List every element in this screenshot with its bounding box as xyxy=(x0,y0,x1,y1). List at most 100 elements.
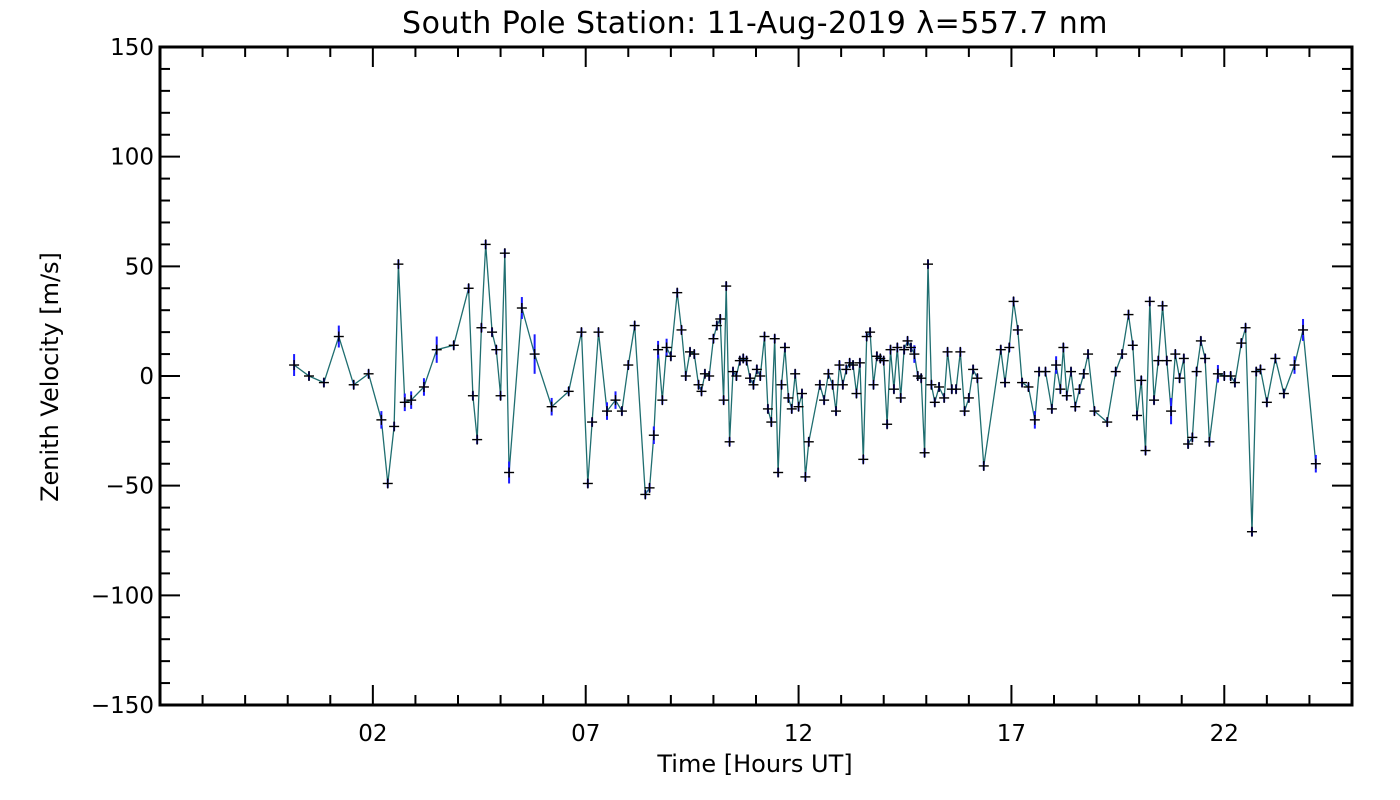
data-point-marker xyxy=(1046,403,1057,414)
data-point-marker xyxy=(1270,353,1281,364)
data-point-marker xyxy=(587,417,598,428)
data-point-marker xyxy=(793,401,804,412)
data-point-marker xyxy=(968,364,979,375)
data-point-marker xyxy=(1157,300,1168,311)
data-point-marker xyxy=(841,364,852,375)
data-point-marker xyxy=(959,406,970,417)
data-point-marker xyxy=(837,379,848,390)
data-point-marker xyxy=(995,344,1006,355)
y-tick-label: 150 xyxy=(110,35,154,61)
data-point-marker xyxy=(487,327,498,338)
data-point-marker xyxy=(800,471,811,482)
data-point-marker xyxy=(865,327,876,338)
data-point-marker xyxy=(803,436,814,447)
data-point-marker xyxy=(1083,349,1094,360)
data-point-marker xyxy=(776,379,787,390)
chart-title: South Pole Station: 11-Aug-2019 λ=557.7 … xyxy=(402,6,1108,41)
data-point-marker xyxy=(382,478,393,489)
data-point-marker xyxy=(516,303,527,314)
data-point-marker xyxy=(704,371,715,381)
data-point-marker xyxy=(1110,366,1121,377)
data-point-marker xyxy=(1149,395,1160,406)
data-point-marker xyxy=(819,395,830,406)
data-point-marker xyxy=(827,379,838,390)
y-tick-labels: −150 −100 −50 0 50 100 150 xyxy=(91,35,154,719)
x-tick-label: 12 xyxy=(784,721,813,747)
data-point-marker xyxy=(868,379,879,390)
data-point-marker xyxy=(1000,377,1011,388)
data-point-marker xyxy=(1240,322,1251,333)
data-point-marker xyxy=(657,395,668,406)
data-point-marker xyxy=(895,392,906,403)
data-point-marker xyxy=(902,335,913,346)
data-point-marker xyxy=(333,331,344,342)
data-point-marker xyxy=(878,355,889,366)
data-point-marker xyxy=(448,340,459,351)
data-point-marker xyxy=(922,259,933,270)
data-point-marker xyxy=(1102,417,1113,428)
y-tick-label: 50 xyxy=(125,254,154,280)
data-point-marker xyxy=(467,390,478,401)
data-point-marker xyxy=(495,390,506,401)
data-point-marker xyxy=(1066,366,1077,377)
data-point-marker xyxy=(731,371,742,381)
data-point-marker xyxy=(854,357,865,368)
data-point-marker xyxy=(882,419,893,430)
data-point-marker xyxy=(1261,397,1272,408)
data-point-marker xyxy=(1212,368,1223,379)
data-point-marker xyxy=(406,395,417,406)
data-point-marker xyxy=(1070,401,1081,412)
data-point-marker xyxy=(1132,410,1143,421)
data-point-marker xyxy=(563,386,574,397)
data-point-marker xyxy=(1298,324,1309,335)
data-point-marker xyxy=(942,346,953,357)
series-layer xyxy=(289,239,1321,537)
x-axis-label: Time [Hours UT] xyxy=(656,750,852,778)
data-point-marker xyxy=(978,460,989,471)
data-point-marker xyxy=(745,373,756,384)
data-point-marker xyxy=(759,331,770,342)
data-point-marker xyxy=(399,397,410,408)
data-point-marker xyxy=(755,371,766,381)
x-tick-label: 17 xyxy=(997,721,1026,747)
data-point-marker xyxy=(1161,355,1172,366)
y-tick-label: −100 xyxy=(91,583,154,609)
data-point-marker xyxy=(766,417,777,428)
data-point-marker xyxy=(685,346,696,357)
data-point-marker xyxy=(289,360,300,371)
data-point-marker xyxy=(661,342,672,353)
data-point-marker xyxy=(476,322,487,333)
x-tick-label: 22 xyxy=(1210,721,1239,747)
data-point-marker xyxy=(773,467,784,478)
data-point-marker xyxy=(715,313,726,324)
data-point-marker xyxy=(1089,406,1100,417)
data-point-marker xyxy=(623,360,634,371)
data-point-marker xyxy=(640,489,651,500)
data-point-marker xyxy=(1200,353,1211,364)
data-point-marker xyxy=(1029,414,1040,425)
data-point-marker xyxy=(892,342,903,353)
data-point-marker xyxy=(1187,432,1198,443)
data-point-marker xyxy=(751,364,762,375)
plot-frame xyxy=(158,45,1354,707)
data-point-marker xyxy=(823,368,834,379)
data-point-marker xyxy=(718,395,729,406)
data-point-marker xyxy=(724,436,735,447)
y-axis-label: Zenith Velocity [m/s] xyxy=(36,252,64,502)
data-point-marker xyxy=(1051,360,1062,371)
data-point-marker xyxy=(783,392,794,403)
data-point-marker xyxy=(1183,438,1194,449)
data-point-marker xyxy=(1255,364,1266,375)
data-point-marker xyxy=(909,349,920,360)
data-point-marker xyxy=(699,368,710,379)
data-point-marker xyxy=(748,379,759,390)
data-point-marker xyxy=(463,283,474,294)
data-point-marker xyxy=(1246,526,1257,537)
data-point-marker xyxy=(602,406,612,417)
data-point-marker xyxy=(1166,406,1177,417)
data-point-marker xyxy=(676,324,687,335)
data-point-marker xyxy=(582,478,593,489)
data-point-marker xyxy=(491,344,502,355)
velocity-series-line xyxy=(293,244,1317,532)
